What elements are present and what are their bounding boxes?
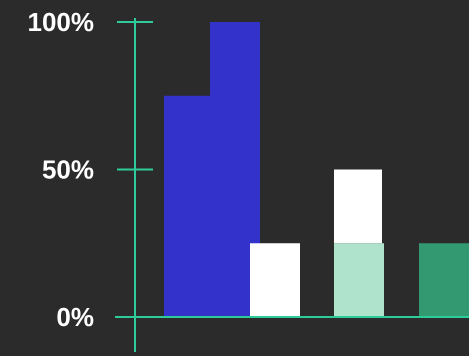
y-tick-label-3: 100% bbox=[28, 7, 95, 37]
y-tick-label-2: 50% bbox=[42, 155, 94, 185]
y-tick-labels: 0% 50% 100% bbox=[28, 7, 95, 332]
bar-3 bbox=[250, 243, 300, 317]
bar-4 bbox=[334, 169, 382, 244]
y-tick-label-1: 0% bbox=[56, 302, 94, 332]
bars-group bbox=[164, 22, 469, 317]
bar-1 bbox=[164, 95, 210, 317]
bar-5 bbox=[334, 243, 384, 317]
bar-6 bbox=[419, 243, 469, 317]
y-axis bbox=[115, 18, 469, 352]
